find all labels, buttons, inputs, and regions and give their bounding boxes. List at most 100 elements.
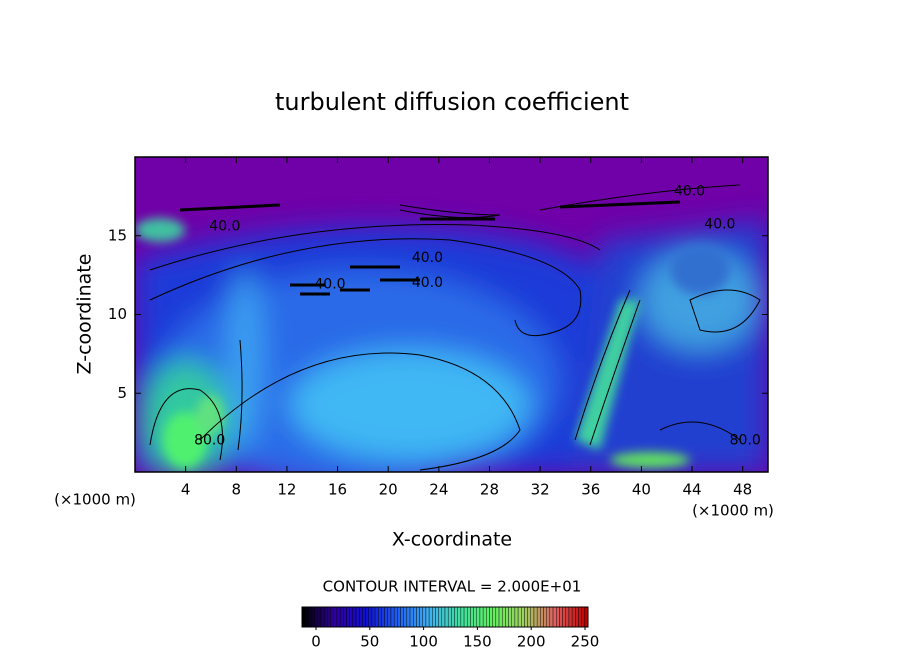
- colorbar-stripe: [327, 606, 331, 628]
- x-tick-label: 8: [232, 481, 242, 499]
- colorbar-stripe: [422, 606, 427, 628]
- x-tick-label: 4: [181, 481, 191, 499]
- contour-label: 40.0: [314, 277, 345, 293]
- colorbar-stripe: [473, 606, 477, 628]
- colorbar-tick-label: 250: [571, 633, 600, 651]
- colorbar-stripe: [359, 606, 363, 628]
- y-tick-label: 15: [108, 226, 127, 244]
- colorbar-stripe: [390, 606, 395, 628]
- contour-label: 80.0: [194, 433, 225, 449]
- x-tick-label: 40: [632, 481, 651, 499]
- colorbar-stripe: [324, 606, 328, 628]
- field: [135, 157, 768, 472]
- colorbar-stripe: [336, 606, 341, 628]
- colorbar-stripe: [517, 606, 522, 628]
- colorbar-stripe: [571, 606, 576, 628]
- colorbar-stripe: [556, 606, 560, 628]
- contour-label: 40.0: [412, 250, 443, 266]
- colorbar-tick-label: 50: [360, 633, 379, 651]
- colorbar-stripe: [314, 606, 319, 628]
- colorbar-stripe: [559, 606, 563, 628]
- y-axis-label: Z-coordinate: [74, 254, 96, 375]
- colorbar-stripe: [384, 606, 389, 628]
- x-unit: (×1000 m): [692, 502, 774, 520]
- y-tick-label: 10: [108, 305, 127, 323]
- colorbar-stripe: [492, 606, 497, 628]
- colorbar-stripe: [374, 606, 379, 628]
- colorbar-stripe: [406, 606, 411, 628]
- colorbar-stripe: [352, 606, 357, 628]
- colorbar-stripe: [403, 606, 408, 628]
- colorbar-stripe: [304, 606, 309, 628]
- colorbar-stripe: [495, 606, 500, 628]
- colorbar-stripe: [482, 606, 487, 628]
- colorbar-stripe: [543, 606, 547, 628]
- colorbar-stripe: [444, 606, 449, 628]
- colorbar-stripe: [533, 606, 538, 628]
- colorbar-stripe: [486, 606, 490, 628]
- colorbar-stripe: [368, 606, 373, 628]
- colorbar-stripe: [546, 606, 551, 628]
- colorbar-stripe: [441, 606, 446, 628]
- x-tick-label: 44: [682, 481, 701, 499]
- colorbar-stripe: [419, 606, 423, 628]
- colorbar-stripe: [451, 606, 455, 628]
- colorbar-stripe: [447, 606, 452, 628]
- x-tick-label: 24: [429, 481, 448, 499]
- colorbar-stripe: [333, 606, 338, 628]
- colorbar-stripe: [428, 606, 433, 628]
- colorbar-stripe: [409, 606, 414, 628]
- contour-label: 40.0: [412, 275, 443, 291]
- colorbar-stripe: [536, 606, 541, 628]
- colorbar-stripe: [460, 606, 465, 628]
- colorbar-stripe: [393, 606, 398, 628]
- chart-title: turbulent diffusion coefficient: [275, 88, 629, 116]
- colorbar-stripe: [578, 606, 582, 628]
- colorbar-tick-label: 200: [517, 633, 546, 651]
- colorbar-stripe: [540, 606, 544, 628]
- colorbar-frame: [301, 606, 589, 628]
- colorbar-tick-label: 150: [463, 633, 492, 651]
- contour-label: 40.0: [704, 217, 735, 233]
- x-tick-label: 12: [277, 481, 296, 499]
- x-tick-label: 36: [581, 481, 600, 499]
- colorbar-stripe: [527, 606, 531, 628]
- colorbar-stripe: [505, 606, 509, 628]
- colorbar-stripe: [317, 606, 322, 628]
- x-tick-label: 32: [531, 481, 550, 499]
- colorbar-stripe: [362, 606, 366, 628]
- colorbar-stripe: [502, 606, 506, 628]
- colorbar-stripe: [463, 606, 468, 628]
- colorbar-stripe: [320, 606, 325, 628]
- colorbar-tick-label: 100: [409, 633, 438, 651]
- colorbar-stripe: [378, 606, 382, 628]
- colorbar-stripe: [381, 606, 385, 628]
- colorbar-stripe: [365, 606, 369, 628]
- contour-interval: CONTOUR INTERVAL = 2.000E+01: [323, 578, 582, 596]
- colorbar-stripe: [524, 606, 528, 628]
- colorbar-stripe: [530, 606, 535, 628]
- colorbar-stripe: [476, 606, 481, 628]
- colorbar-stripe: [467, 606, 471, 628]
- colorbar-stripe: [346, 606, 350, 628]
- contour-label: 80.0: [730, 433, 761, 449]
- colorbar-stripe: [425, 606, 430, 628]
- colorbar-stripe: [308, 606, 312, 628]
- colorbar-stripe: [511, 606, 516, 628]
- colorbar-stripe: [454, 606, 458, 628]
- colorbar-stripe: [562, 606, 566, 628]
- x-tick-label: 28: [480, 481, 499, 499]
- colorbar-stripe: [479, 606, 484, 628]
- colorbar-stripe: [470, 606, 474, 628]
- colorbar-stripe: [387, 606, 392, 628]
- y-tick-label: 5: [117, 384, 127, 402]
- colorbar-stripe: [339, 606, 344, 628]
- colorbar-stripe: [416, 606, 420, 628]
- x-axis-label: X-coordinate: [392, 529, 512, 551]
- colorbar-stripe: [330, 606, 334, 628]
- colorbar-stripe: [400, 606, 404, 628]
- colorbar-stripe: [508, 606, 512, 628]
- contour-label: 40.0: [674, 184, 705, 200]
- colorbar-stripe: [521, 606, 525, 628]
